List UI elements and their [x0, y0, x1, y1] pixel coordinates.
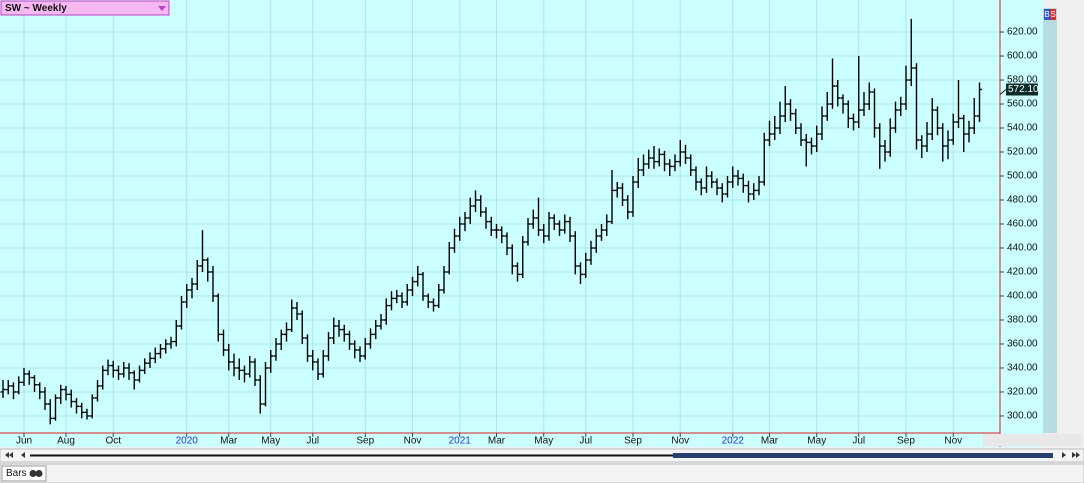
x-tick-label: Jul	[579, 436, 592, 447]
y-tick-label: 420.00	[1007, 267, 1038, 278]
x-tick-label: Sep	[624, 436, 642, 447]
x-tick-label: Nov	[671, 436, 689, 447]
x-tick-label: Mar	[761, 436, 779, 447]
x-tick-label: May	[807, 436, 826, 447]
y-tick-label: 460.00	[1007, 219, 1038, 230]
scroll-end[interactable]	[1072, 452, 1080, 458]
x-tick-label: Sep	[356, 436, 374, 447]
x-tick-label: May	[534, 436, 553, 447]
title-dropdown[interactable]	[158, 6, 166, 11]
y-tick-label: 400.00	[1007, 291, 1038, 302]
x-tick-label: 2022	[722, 436, 745, 447]
nav-buttons[interactable]	[983, 434, 1083, 446]
bars-tab[interactable]	[1, 465, 47, 482]
x-tick-label: Jun	[16, 436, 32, 447]
x-tick-label: Nov	[944, 436, 962, 447]
y-tick-label: 520.00	[1007, 147, 1038, 158]
y-tick-label: 440.00	[1007, 243, 1038, 254]
x-tick-label: Jul	[852, 436, 865, 447]
x-tick-label: Mar	[220, 436, 238, 447]
tab-icon	[35, 470, 43, 477]
y-tick-label: 560.00	[1007, 99, 1038, 110]
sell-label: S	[1050, 10, 1055, 19]
grid	[0, 0, 1000, 433]
tab-label: Bars	[6, 468, 27, 479]
y-tick-label: 300.00	[1007, 411, 1038, 422]
bars	[0, 18, 982, 425]
y-tick-label: 600.00	[1007, 51, 1038, 62]
y-tick-label: 500.00	[1007, 171, 1038, 182]
x-tick-label: Oct	[105, 436, 121, 447]
scroll-right[interactable]	[1062, 452, 1066, 458]
x-tick-label: Aug	[57, 436, 75, 447]
y-tick-label: 620.00	[1007, 27, 1038, 38]
y-tick-label: 340.00	[1007, 363, 1038, 374]
y-tick-label: 580.00	[1007, 75, 1038, 86]
chart-title: SW ~ Weekly	[5, 3, 67, 14]
last-price-label: 572.10	[1008, 84, 1039, 95]
x-tick-label: 2021	[449, 436, 472, 447]
buy-button[interactable]	[1044, 9, 1050, 20]
tab-bar	[0, 463, 1084, 483]
y-tick-label: 540.00	[1007, 123, 1038, 134]
x-tick-label: Jul	[306, 436, 319, 447]
scroll-start[interactable]	[5, 452, 13, 458]
x-tick-label: Sep	[897, 436, 915, 447]
last-price-box	[1006, 83, 1038, 96]
x-tick-label: 2020	[176, 436, 199, 447]
scroll-left[interactable]	[21, 452, 25, 458]
y-tick-label: 360.00	[1007, 339, 1038, 350]
title-box	[0, 0, 170, 16]
last-price-pointer	[999, 89, 1007, 95]
y-tick-label: 320.00	[1007, 387, 1038, 398]
x-tick-label: Nov	[404, 436, 422, 447]
buy-label: B	[1044, 10, 1049, 19]
scale-strip	[1043, 8, 1057, 433]
x-tick-label: May	[261, 436, 280, 447]
x-tick-label: Mar	[488, 436, 506, 447]
tab-icon	[29, 470, 37, 477]
y-tick-label: 480.00	[1007, 195, 1038, 206]
y-tick-label: 380.00	[1007, 315, 1038, 326]
scroll-thumb[interactable]	[673, 453, 1053, 458]
sell-button[interactable]	[1050, 9, 1056, 20]
